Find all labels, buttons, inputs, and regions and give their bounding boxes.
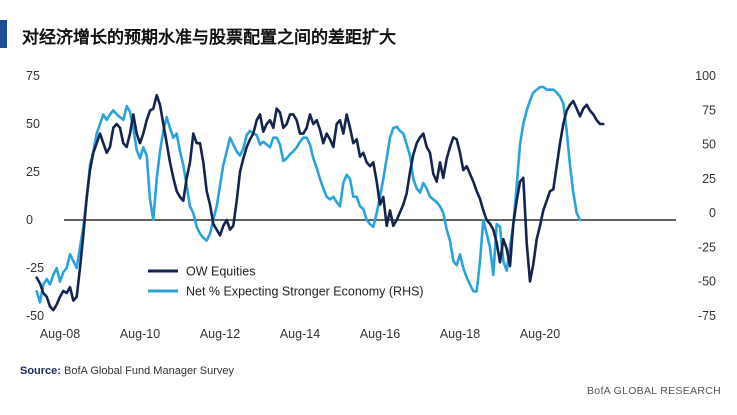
y-right-tick-label: 0 <box>709 206 716 220</box>
y-axis-right: 100 75 50 25 0 -25 -50 -75 <box>695 69 716 323</box>
series-net-expecting-line <box>35 85 582 304</box>
brand-label: BofA GLOBAL RESEARCH <box>587 385 721 397</box>
source-text: BofA Global Fund Manager Survey <box>64 365 235 377</box>
x-tick-label: Aug-12 <box>200 327 240 341</box>
y-left-tick-label: 0 <box>26 213 33 227</box>
legend-label: Net % Expecting Stronger Economy (RHS) <box>186 285 424 299</box>
x-tick-label: Aug-18 <box>440 327 480 341</box>
x-tick-label: Aug-20 <box>520 327 560 341</box>
series-ow-equities-line <box>35 93 605 312</box>
y-right-tick-label: 75 <box>702 103 716 117</box>
legend: OW Equities Net % Expecting Stronger Econ… <box>148 265 424 299</box>
x-tick-label: Aug-16 <box>360 327 400 341</box>
y-axis-left: 75 50 25 0 -25 -50 <box>26 69 44 323</box>
page-title: 对经济增长的预期水准与股票配置之间的差距扩大 <box>22 28 396 48</box>
legend-label: OW Equities <box>186 265 255 279</box>
x-tick-label: Aug-08 <box>40 327 80 341</box>
y-right-tick-label: -25 <box>698 240 716 254</box>
source-note: Source: BofA Global Fund Manager Survey <box>20 365 234 377</box>
series-group <box>35 85 605 312</box>
y-right-tick-label: -50 <box>698 275 716 289</box>
y-right-tick-label: -75 <box>698 309 716 323</box>
source-label: Source: <box>20 365 61 377</box>
y-left-tick-label: -50 <box>26 309 44 323</box>
title-accent-bar <box>0 20 7 48</box>
y-left-tick-label: 50 <box>26 117 40 131</box>
y-right-tick-label: 100 <box>695 69 716 83</box>
y-left-tick-label: -25 <box>26 261 44 275</box>
y-right-tick-label: 50 <box>702 138 716 152</box>
x-tick-label: Aug-10 <box>120 327 160 341</box>
x-axis: Aug-08 Aug-10 Aug-12 Aug-14 Aug-16 Aug-18 Aug-… <box>40 327 560 341</box>
y-left-tick-label: 25 <box>26 165 40 179</box>
x-tick-label: Aug-14 <box>280 327 320 341</box>
y-right-tick-label: 25 <box>702 172 716 186</box>
y-left-tick-label: 75 <box>26 69 40 83</box>
